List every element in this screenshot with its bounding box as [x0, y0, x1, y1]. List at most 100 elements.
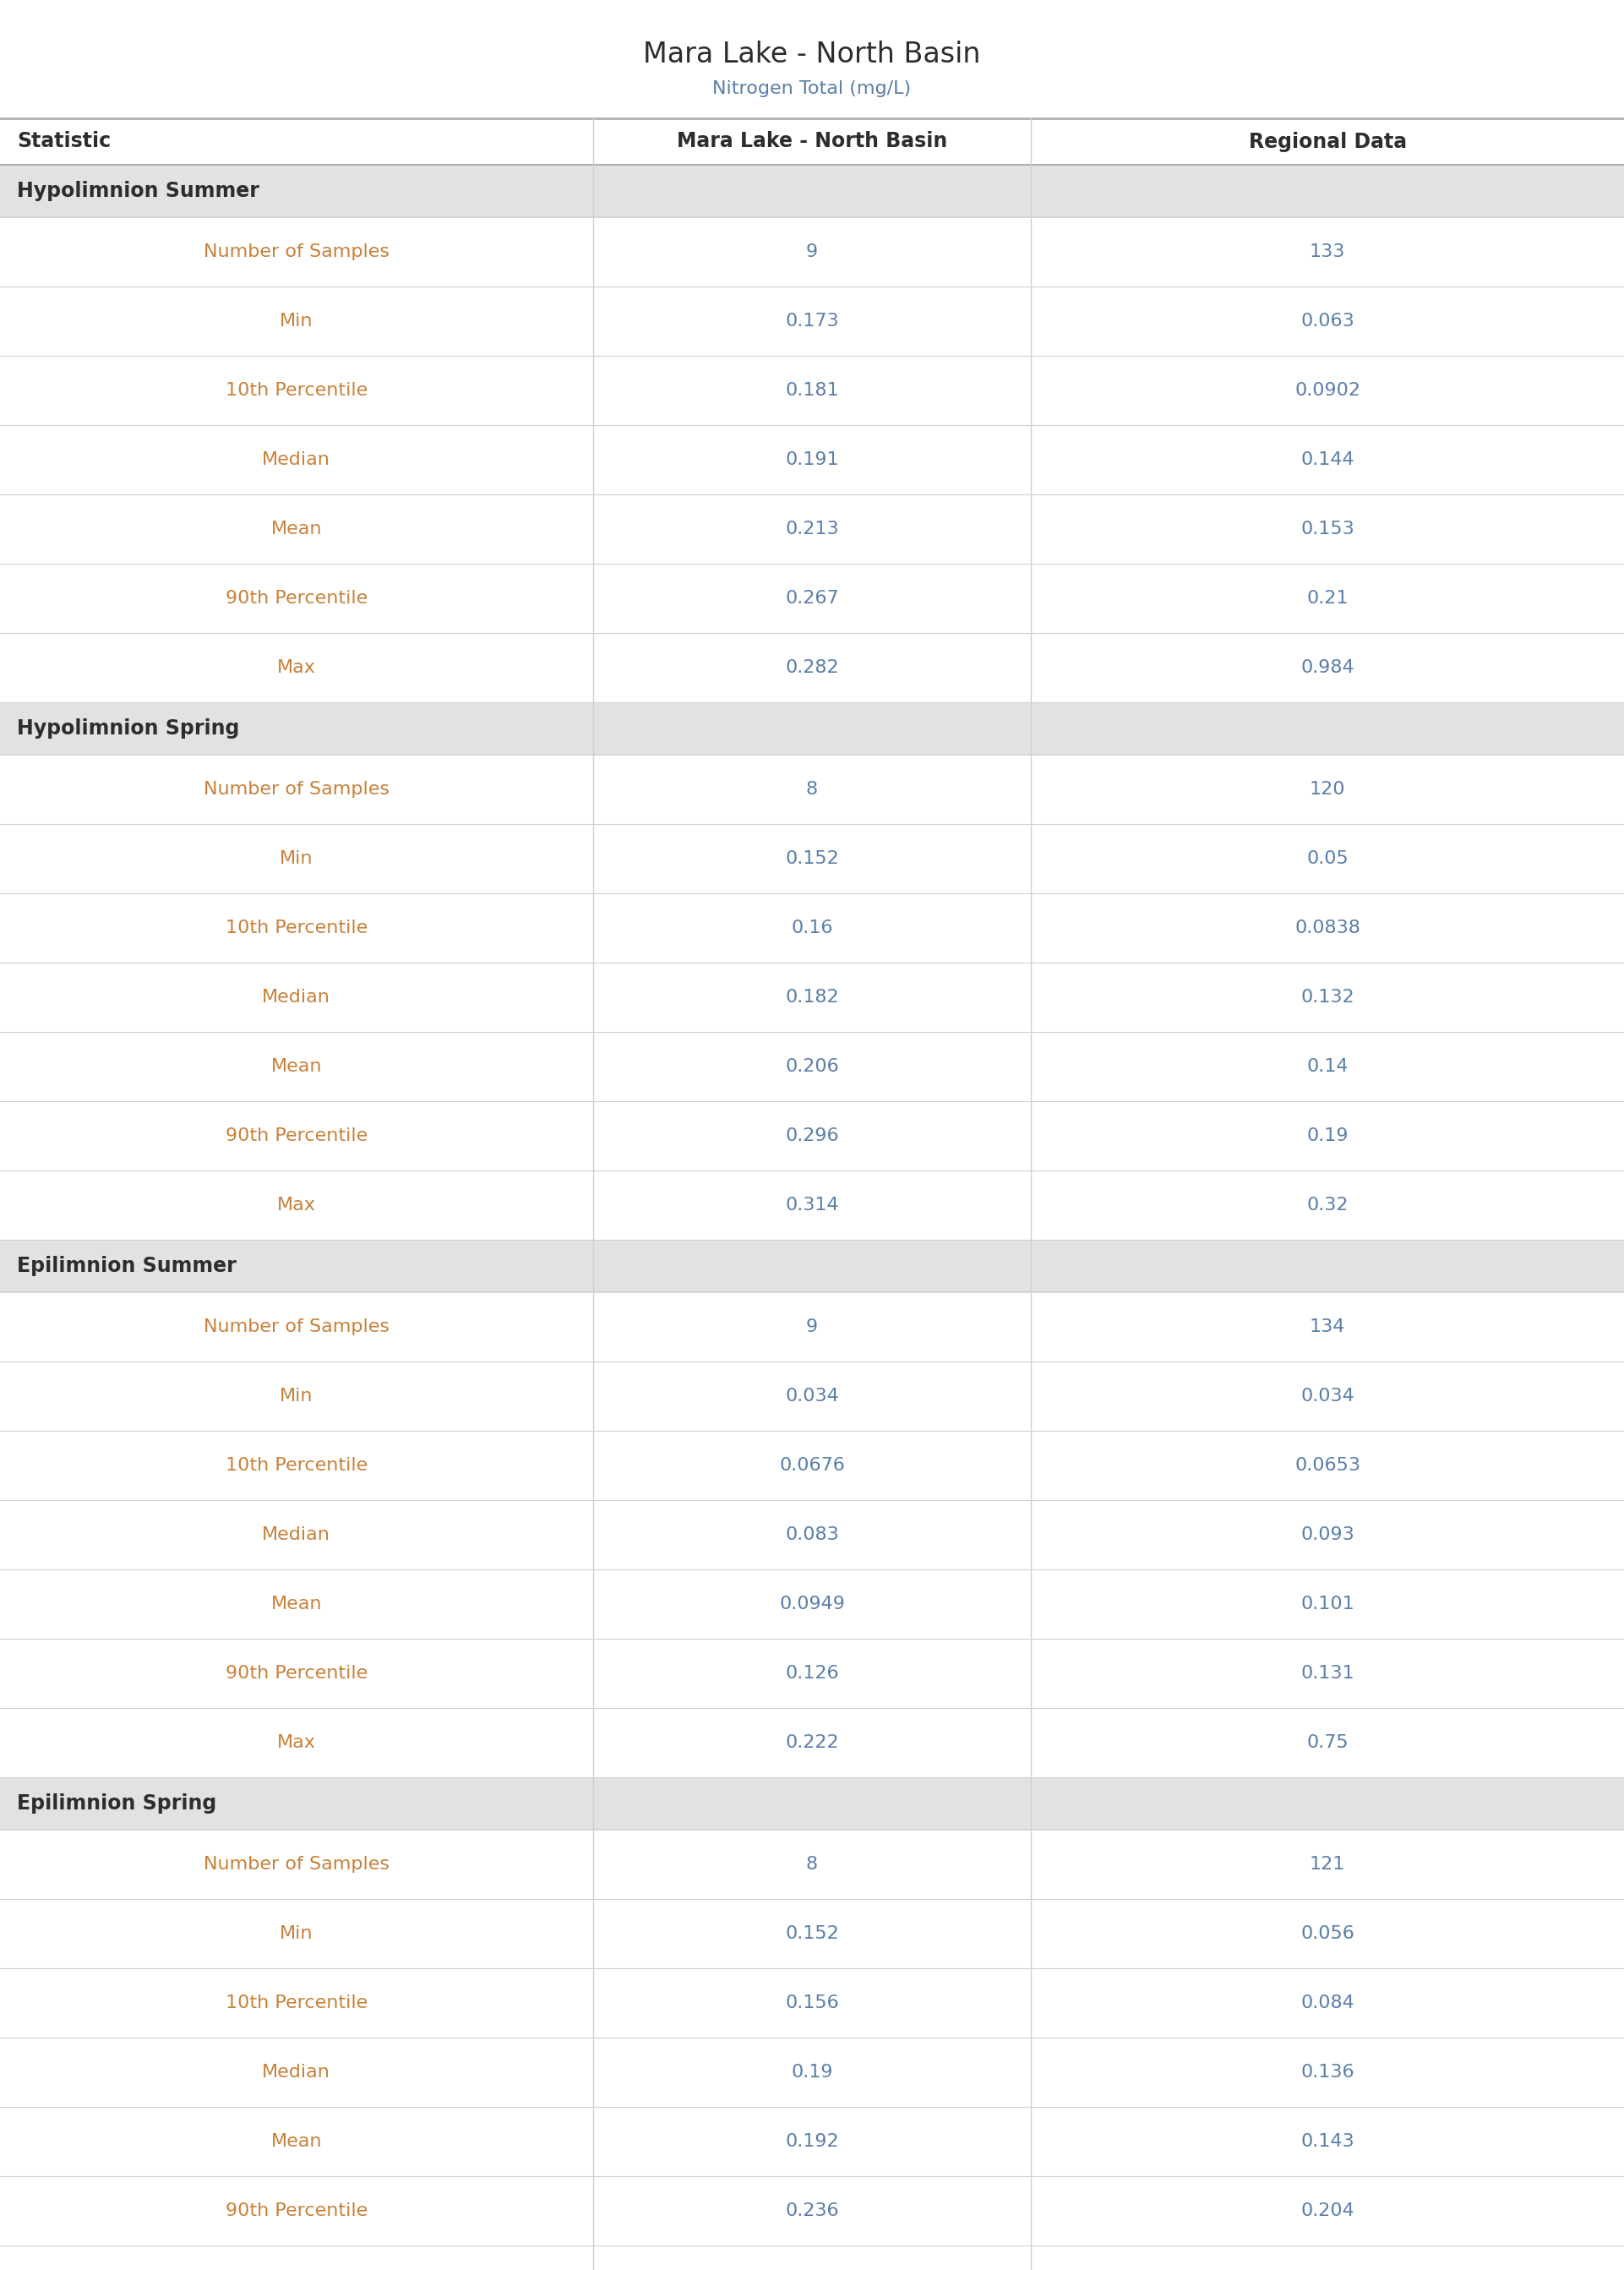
Text: 0.144: 0.144	[1301, 452, 1354, 468]
Text: Median: Median	[261, 2063, 331, 2082]
Bar	[0, 754, 1624, 824]
Text: 8: 8	[806, 781, 818, 797]
Text: 0.0902: 0.0902	[1294, 381, 1361, 400]
Text: 90th Percentile: 90th Percentile	[226, 1664, 367, 1682]
Text: Median: Median	[261, 990, 331, 1006]
Text: 9: 9	[806, 243, 818, 261]
Text: Regional Data: Regional Data	[1249, 132, 1406, 152]
Text: Max: Max	[278, 658, 315, 676]
Text: Number of Samples: Number of Samples	[203, 1319, 390, 1335]
Text: 0.984: 0.984	[1301, 658, 1354, 676]
Bar	[0, 1777, 1624, 1830]
Bar	[0, 1830, 1624, 1900]
Text: Nitrogen Total (mg/L): Nitrogen Total (mg/L)	[713, 79, 911, 98]
Text: 0.236: 0.236	[784, 2202, 840, 2220]
Text: Median: Median	[261, 452, 331, 468]
Bar	[0, 1569, 1624, 1639]
Bar	[0, 495, 1624, 563]
Text: 0.126: 0.126	[784, 1664, 840, 1682]
Text: 10th Percentile: 10th Percentile	[226, 919, 367, 938]
Text: 0.132: 0.132	[1301, 990, 1354, 1006]
Bar	[0, 1101, 1624, 1171]
Text: 0.05: 0.05	[1307, 851, 1348, 867]
Text: Hypolimnion Summer: Hypolimnion Summer	[16, 182, 260, 202]
Text: Max: Max	[278, 1196, 315, 1214]
Text: 0.0676: 0.0676	[780, 1457, 844, 1473]
Text: Hypolimnion Spring: Hypolimnion Spring	[16, 717, 239, 738]
Text: 0.152: 0.152	[784, 851, 840, 867]
Text: 0.204: 0.204	[1301, 2202, 1354, 2220]
Text: 0.267: 0.267	[784, 590, 840, 606]
Bar	[0, 1239, 1624, 1292]
Bar	[0, 286, 1624, 356]
Text: 0.084: 0.084	[1301, 1995, 1354, 2011]
Text: 10th Percentile: 10th Percentile	[226, 381, 367, 400]
Text: 0.296: 0.296	[784, 1128, 840, 1144]
Text: 0.156: 0.156	[784, 1995, 840, 2011]
Text: 0.213: 0.213	[784, 520, 840, 538]
Text: 0.222: 0.222	[784, 1734, 840, 1750]
Text: Min: Min	[279, 851, 313, 867]
Bar	[0, 1292, 1624, 1362]
Text: 0.131: 0.131	[1301, 1664, 1354, 1682]
Text: Number of Samples: Number of Samples	[203, 1857, 390, 1873]
Text: 90th Percentile: 90th Percentile	[226, 2202, 367, 2220]
Bar	[0, 1968, 1624, 2038]
Bar	[0, 962, 1624, 1033]
Text: 121: 121	[1309, 1857, 1346, 1873]
Text: 0.75: 0.75	[1307, 1734, 1348, 1750]
Bar	[0, 2107, 1624, 2177]
Bar	[0, 1639, 1624, 1707]
Text: 90th Percentile: 90th Percentile	[226, 590, 367, 606]
Text: 0.093: 0.093	[1301, 1525, 1354, 1544]
Text: 0.192: 0.192	[784, 2134, 840, 2150]
Text: 0.083: 0.083	[784, 1525, 840, 1544]
Text: 0.32: 0.32	[1307, 1196, 1348, 1214]
Bar	[0, 2177, 1624, 2245]
Text: 0.314: 0.314	[784, 1196, 840, 1214]
Bar	[0, 563, 1624, 633]
Text: Number of Samples: Number of Samples	[203, 243, 390, 261]
Text: Mean: Mean	[271, 1596, 322, 1612]
Text: 120: 120	[1309, 781, 1346, 797]
Text: 0.0949: 0.0949	[780, 1596, 844, 1612]
Text: 0.21: 0.21	[1307, 590, 1348, 606]
Bar	[0, 166, 1624, 218]
Bar	[0, 118, 1624, 166]
Text: 9: 9	[806, 1319, 818, 1335]
Text: Min: Min	[279, 1387, 313, 1405]
Text: 0.16: 0.16	[791, 919, 833, 938]
Text: 0.181: 0.181	[784, 381, 840, 400]
Bar	[0, 1171, 1624, 1239]
Bar	[0, 356, 1624, 424]
Bar	[0, 1707, 1624, 1777]
Bar	[0, 633, 1624, 701]
Text: Mean: Mean	[271, 520, 322, 538]
Text: 0.191: 0.191	[784, 452, 840, 468]
Text: 0.056: 0.056	[1301, 1925, 1354, 1943]
Text: 0.034: 0.034	[784, 1387, 840, 1405]
Text: 0.136: 0.136	[1301, 2063, 1354, 2082]
Bar	[0, 424, 1624, 495]
Text: Max: Max	[278, 1734, 315, 1750]
Text: Statistic: Statistic	[16, 132, 110, 152]
Text: Number of Samples: Number of Samples	[203, 781, 390, 797]
Bar	[0, 894, 1624, 962]
Text: 0.0653: 0.0653	[1294, 1457, 1361, 1473]
Text: 0.19: 0.19	[791, 2063, 833, 2082]
Text: 8: 8	[806, 1857, 818, 1873]
Bar	[0, 218, 1624, 286]
Text: 0.182: 0.182	[784, 990, 840, 1006]
Bar	[0, 2038, 1624, 2107]
Bar	[0, 1500, 1624, 1569]
Bar	[0, 1362, 1624, 1430]
Text: 0.034: 0.034	[1301, 1387, 1354, 1405]
Text: 10th Percentile: 10th Percentile	[226, 1457, 367, 1473]
Text: 133: 133	[1309, 243, 1346, 261]
Text: 0.152: 0.152	[784, 1925, 840, 1943]
Text: Epilimnion Spring: Epilimnion Spring	[16, 1793, 216, 1814]
Bar	[0, 1033, 1624, 1101]
Text: 0.101: 0.101	[1301, 1596, 1354, 1612]
Text: 0.282: 0.282	[784, 658, 840, 676]
Bar	[0, 824, 1624, 894]
